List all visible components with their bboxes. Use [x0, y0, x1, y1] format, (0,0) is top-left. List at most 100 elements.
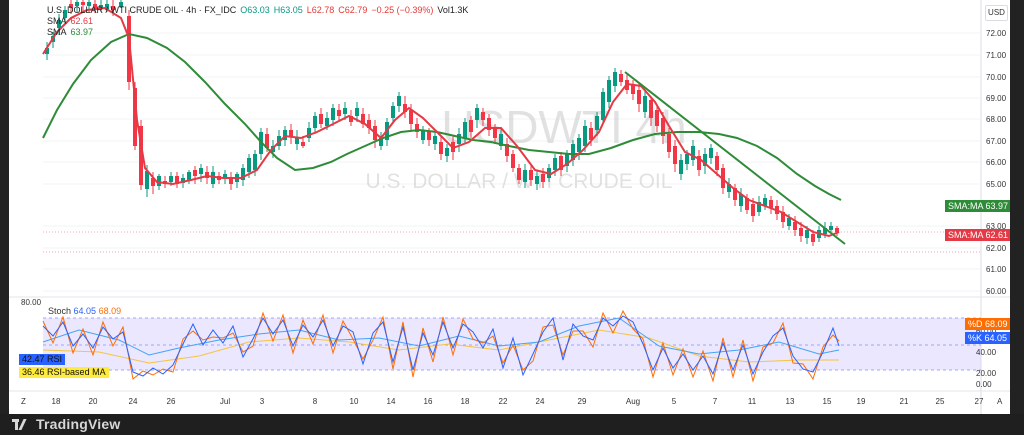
oscillator-top-tick: 80.00 — [21, 298, 42, 307]
bearish-candle-body — [667, 134, 671, 152]
bearish-candle-body — [589, 128, 593, 140]
stoch-k-legend: 64.05 — [73, 306, 97, 316]
bearish-candle-body — [715, 156, 719, 170]
rsi-ma-value: 36.46 — [22, 367, 45, 377]
bullish-candle-body — [75, 2, 79, 6]
price-axis-tick: 68.00 — [986, 115, 1007, 124]
bearish-candle-body — [127, 16, 131, 82]
bearish-candle-body — [661, 118, 665, 136]
bearish-candle-body — [799, 228, 803, 236]
bearish-candle-body — [631, 84, 635, 94]
time-axis-label: 22 — [499, 397, 508, 406]
symbol-info-row: U.S. DOLLAR / WTI CRUDE OIL · 4h · FX_ID… — [47, 5, 468, 16]
bearish-candle-body — [289, 130, 293, 136]
time-axis-label: 20 — [89, 397, 98, 406]
bullish-candle-body — [99, 5, 103, 8]
price-and-oscillator-plot[interactable]: 72.0071.0070.0069.0068.0067.0066.0065.00… — [9, 0, 1010, 414]
main-series-legend: U.S. DOLLAR / WTI CRUDE OIL · 4h · FX_ID… — [47, 5, 468, 38]
ma-legend-row: SMA 62.61 — [47, 16, 468, 27]
time-axis-label: 8 — [313, 397, 318, 406]
bearish-candle-body — [139, 126, 143, 185]
bearish-candle-body — [229, 178, 233, 184]
bullish-candle-body — [241, 168, 245, 180]
time-axis-label: 18 — [52, 397, 61, 406]
ma-label: SMA — [47, 16, 67, 26]
bullish-candle-body — [169, 176, 173, 182]
bullish-candle-body — [181, 178, 185, 183]
stoch-d-legend: 68.09 — [98, 306, 122, 316]
bullish-candle-body — [685, 154, 689, 164]
bullish-candle-body — [499, 134, 503, 146]
bullish-candle-body — [727, 184, 731, 192]
bearish-candle-body — [265, 134, 269, 148]
percent-k-value: 64.05 — [984, 333, 1008, 343]
bearish-candle-body — [835, 228, 839, 232]
bullish-candle-body — [823, 228, 827, 234]
volume-value: Vol1.3K — [437, 5, 469, 15]
bearish-candle-body — [175, 176, 179, 184]
ma-badge-label: SMA:MA — [948, 230, 984, 240]
bullish-candle-body — [421, 130, 425, 140]
oscillator-axis-tick: 40.00 — [976, 348, 997, 357]
time-axis-label: 7 — [713, 397, 718, 406]
oscillator-axis-tick: 60.00 — [976, 327, 997, 336]
stoch-label: Stoch — [48, 306, 72, 316]
bullish-candle-body — [643, 96, 647, 112]
bullish-candle-body — [397, 96, 401, 106]
bullish-candle-body — [325, 118, 329, 126]
bearish-candle-body — [493, 128, 497, 138]
sma-badge-label: SMA:MA — [948, 201, 984, 211]
time-axis-label: 29 — [578, 397, 587, 406]
symbol-description: U.S. DOLLAR / WTI CRUDE OIL · 4h · FX_ID… — [47, 5, 237, 15]
bullish-candle-body — [601, 92, 605, 120]
bullish-candle-body — [787, 218, 791, 226]
bearish-candle-body — [673, 146, 677, 164]
auto-scale-control: A — [997, 397, 1003, 406]
bullish-candle-body — [57, 20, 61, 28]
percent-d-value: 68.09 — [985, 319, 1008, 329]
ma-price-badge: SMA:MA 62.61 — [945, 229, 1010, 241]
bearish-candle-body — [751, 204, 755, 216]
open-value: O63.03 — [240, 5, 270, 15]
bullish-candle-body — [475, 108, 479, 120]
bullish-candle-body — [583, 126, 587, 146]
time-axis-label: 19 — [857, 397, 866, 406]
stoch-k-line — [42, 315, 840, 377]
time-axis-label: 10 — [350, 397, 359, 406]
bullish-candle-body — [247, 158, 251, 172]
tradingview-logo-icon — [12, 418, 33, 430]
sma-price-badge: SMA:MA 63.97 — [945, 200, 1010, 212]
bearish-candle-body — [319, 114, 323, 124]
bullish-candle-body — [577, 138, 581, 152]
bearish-candle-body — [697, 156, 701, 170]
low-value: L62.78 — [306, 5, 335, 15]
time-axis-label: 16 — [424, 397, 433, 406]
bearish-candle-body — [529, 170, 533, 180]
currency-button[interactable]: USD — [985, 5, 1008, 21]
bearish-candle-body — [469, 120, 473, 132]
bullish-candle-body — [565, 154, 569, 166]
price-axis-tick: 60.00 — [986, 287, 1007, 296]
price-axis-tick: 70.00 — [986, 73, 1007, 82]
bearish-candle-body — [733, 188, 737, 200]
bullish-candle-body — [119, 2, 123, 7]
bullish-candle-body — [391, 106, 395, 118]
bearish-candle-body — [337, 110, 341, 116]
rsi-ma-value-box: 36.46 RSI-based MA — [19, 367, 109, 378]
bullish-candle-body — [87, 2, 91, 6]
chart-canvas[interactable]: 72.00 71.00 70.00 69.00 68.00 67.00 66.00 65.00… — [9, 0, 1010, 414]
ma-value: 62.61 — [70, 16, 94, 26]
sma-long-line — [42, 32, 842, 201]
bearish-candle-body — [655, 110, 659, 126]
oscillator-axis-tick: 20.00 — [976, 369, 997, 378]
price-axis-tick: 71.00 — [986, 51, 1007, 60]
bullish-candle-body — [355, 108, 359, 116]
time-axis-label: Aug — [626, 397, 640, 406]
sma-legend-row: SMA 63.97 — [47, 27, 468, 38]
bullish-candle-body — [433, 136, 437, 144]
bearish-candle-body — [745, 198, 749, 210]
bullish-candle-body — [739, 194, 743, 206]
bearish-candle-body — [361, 114, 365, 124]
bullish-candle-body — [571, 144, 575, 160]
